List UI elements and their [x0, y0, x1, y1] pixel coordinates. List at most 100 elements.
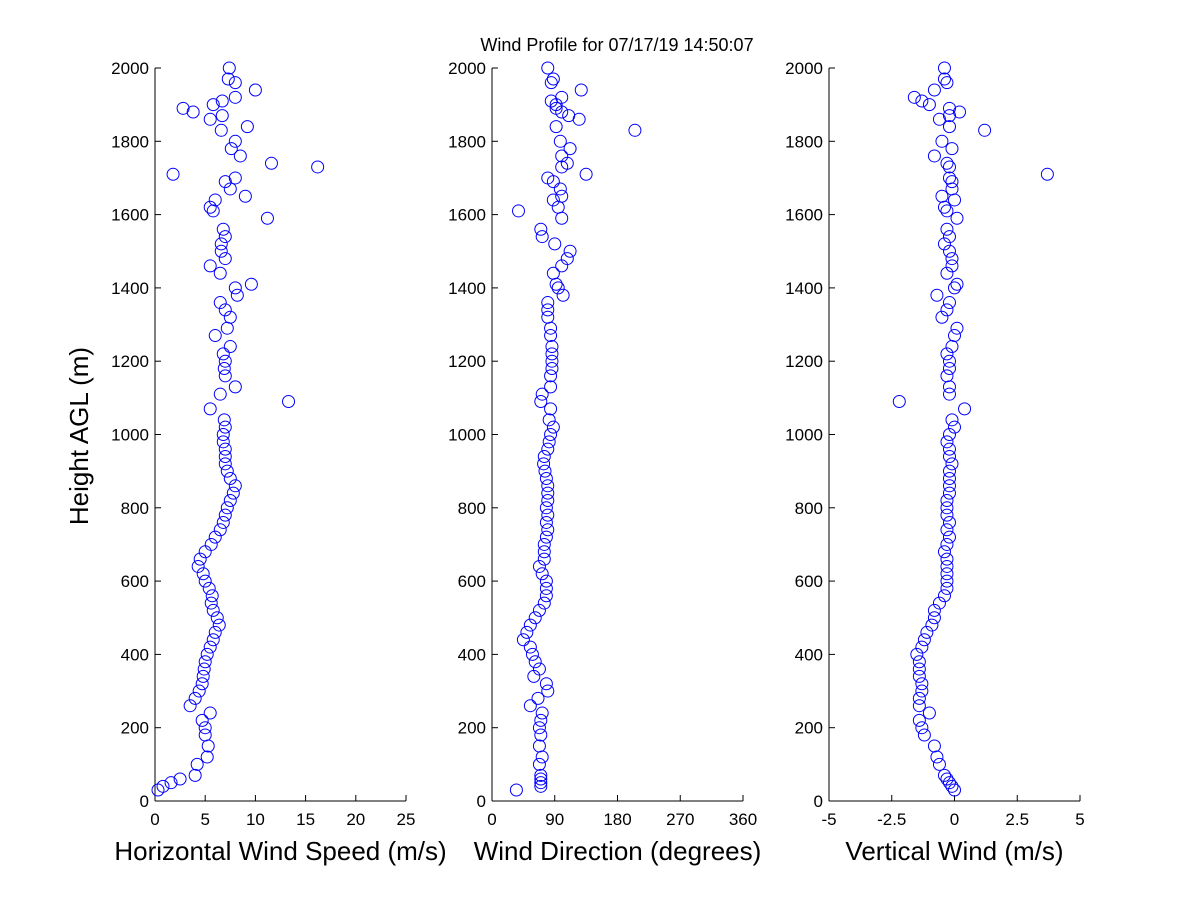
point: [186, 105, 200, 119]
point: [953, 105, 967, 119]
point: [539, 589, 553, 603]
point: [920, 625, 934, 639]
y-tick-label: 1400: [448, 279, 486, 298]
point: [935, 310, 949, 324]
point: [541, 479, 555, 493]
point: [915, 94, 929, 108]
point: [940, 303, 954, 317]
point: [927, 83, 941, 97]
point: [202, 581, 216, 595]
point: [223, 340, 237, 354]
point: [173, 772, 187, 786]
point: [240, 120, 254, 134]
point: [206, 633, 220, 647]
point: [195, 713, 209, 727]
y-tick-label: 1600: [111, 206, 149, 225]
point: [942, 101, 956, 115]
point: [532, 757, 546, 771]
point: [560, 252, 574, 266]
point: [200, 647, 214, 661]
point: [942, 171, 956, 185]
x-tick-label: 25: [397, 810, 416, 829]
point: [537, 596, 551, 610]
point: [203, 112, 217, 126]
point: [940, 266, 954, 280]
point: [549, 101, 563, 115]
point: [535, 387, 549, 401]
point: [223, 182, 237, 196]
point: [628, 123, 642, 137]
point: [912, 669, 926, 683]
point: [922, 706, 936, 720]
point: [555, 189, 569, 203]
point: [945, 413, 959, 427]
point: [945, 457, 959, 471]
point: [176, 101, 190, 115]
point: [523, 699, 537, 713]
point: [541, 310, 555, 324]
point: [221, 72, 235, 86]
point: [950, 211, 964, 225]
point: [532, 721, 546, 735]
point: [223, 493, 237, 507]
point: [218, 230, 232, 244]
point: [212, 618, 226, 632]
point: [562, 109, 576, 123]
point: [195, 677, 209, 691]
point: [942, 530, 956, 544]
point: [942, 776, 956, 790]
point: [935, 134, 949, 148]
point: [940, 772, 954, 786]
point: [203, 640, 217, 654]
point: [563, 244, 577, 258]
point: [942, 230, 956, 244]
point: [539, 515, 553, 529]
point: [214, 237, 228, 251]
point: [218, 369, 232, 383]
point: [937, 61, 951, 75]
point: [215, 94, 229, 108]
point: [937, 545, 951, 559]
point: [228, 90, 242, 104]
point: [917, 728, 931, 742]
point: [208, 193, 222, 207]
point: [198, 728, 212, 742]
y-tick-label: 800: [795, 499, 823, 518]
x-tick-label: 5: [1075, 810, 1084, 829]
point: [188, 768, 202, 782]
point: [213, 387, 227, 401]
point: [218, 508, 232, 522]
point: [545, 354, 559, 368]
point: [206, 98, 220, 112]
point: [206, 603, 220, 617]
point: [198, 655, 212, 669]
point: [942, 486, 956, 500]
point: [188, 691, 202, 705]
point: [541, 296, 555, 310]
point: [942, 109, 956, 123]
point: [541, 171, 555, 185]
x-tick-label: 5: [200, 810, 209, 829]
point: [538, 464, 552, 478]
point: [204, 596, 218, 610]
point: [942, 296, 956, 310]
point: [942, 464, 956, 478]
point: [948, 420, 961, 434]
point: [940, 222, 954, 236]
point: [223, 471, 237, 485]
point: [541, 61, 555, 75]
x-axis-label: Wind Direction (degrees): [474, 836, 762, 866]
y-axis-label: Height AGL (m): [64, 347, 94, 525]
point: [537, 449, 551, 463]
point: [218, 420, 232, 434]
point: [945, 142, 959, 156]
point: [218, 457, 232, 471]
point: [233, 149, 247, 163]
point: [553, 134, 567, 148]
point: [542, 413, 556, 427]
point: [214, 123, 228, 137]
point: [555, 149, 569, 163]
y-tick-label: 400: [458, 645, 486, 664]
point: [927, 603, 941, 617]
